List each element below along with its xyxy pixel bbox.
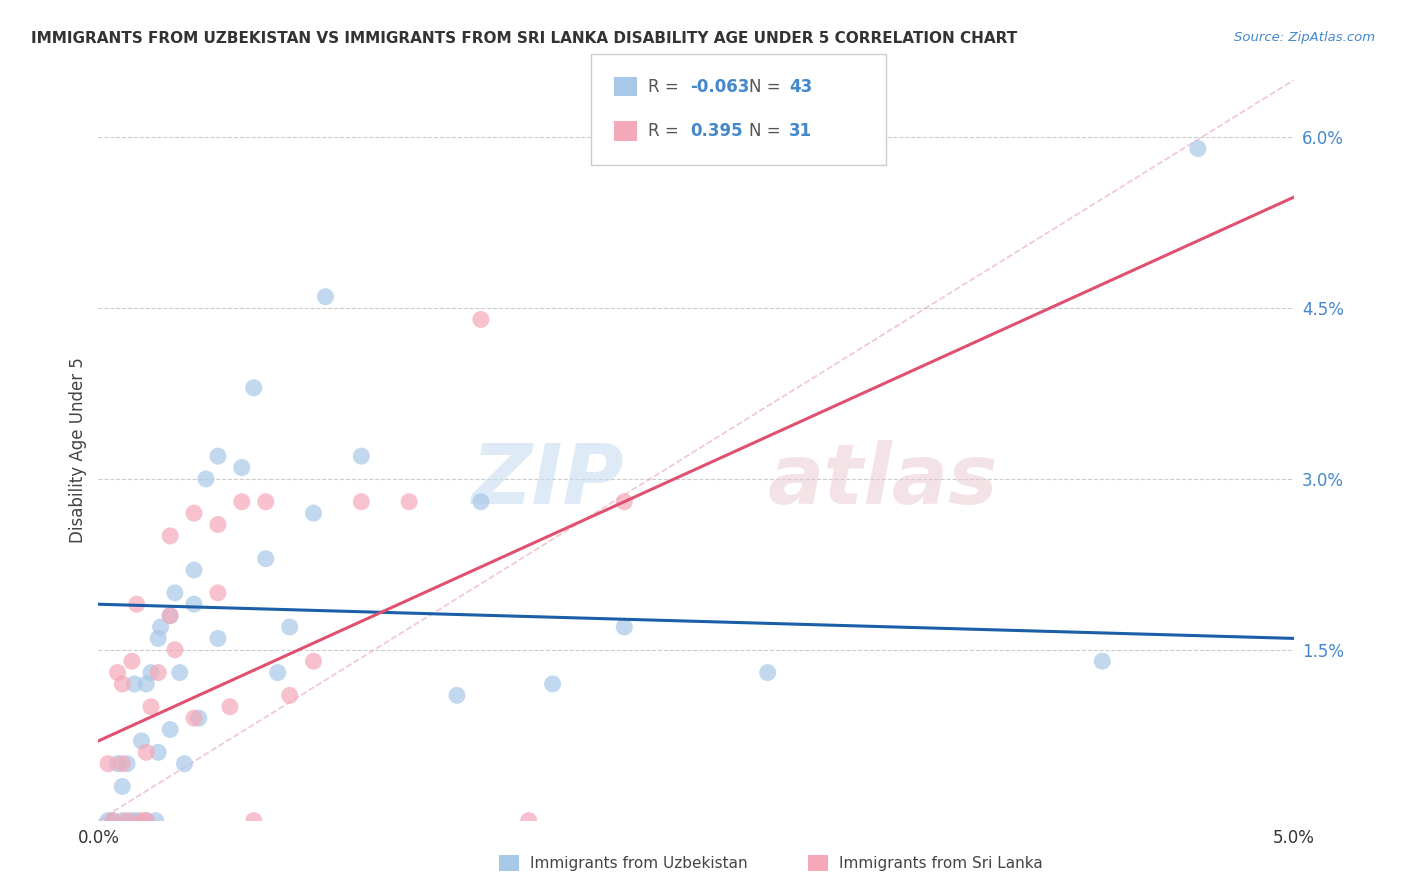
Point: [111, 756, 134, 771]
Point: [139, 699, 162, 714]
Point: [148, 632, 170, 646]
Point: [613, 494, 636, 508]
Point: [278, 620, 301, 634]
Point: [139, 665, 162, 680]
Point: [183, 506, 205, 520]
Point: [207, 586, 229, 600]
Point: [121, 654, 143, 668]
Point: [541, 677, 564, 691]
Point: [350, 494, 373, 508]
Point: [470, 494, 492, 508]
Point: [97, 756, 120, 771]
Point: [350, 449, 373, 463]
Point: [254, 551, 277, 566]
Point: [159, 529, 181, 543]
Text: N =: N =: [749, 78, 786, 95]
Point: [159, 608, 181, 623]
Point: [267, 665, 290, 680]
Point: [135, 814, 157, 828]
Point: [107, 756, 129, 771]
Point: [183, 711, 205, 725]
Point: [173, 756, 195, 771]
Text: Immigrants from Sri Lanka: Immigrants from Sri Lanka: [839, 856, 1043, 871]
Point: [115, 814, 138, 828]
Point: [207, 517, 229, 532]
Text: 43: 43: [789, 78, 813, 95]
Text: R =: R =: [648, 78, 685, 95]
Point: [125, 597, 148, 611]
Point: [207, 632, 229, 646]
Point: [121, 814, 143, 828]
Point: [517, 814, 540, 828]
Point: [243, 381, 266, 395]
Point: [315, 290, 337, 304]
Point: [111, 814, 134, 828]
Point: [111, 677, 134, 691]
Text: atlas: atlas: [768, 440, 998, 521]
Point: [231, 494, 253, 508]
Point: [125, 814, 148, 828]
Point: [446, 689, 468, 703]
Point: [278, 689, 301, 703]
Point: [231, 460, 253, 475]
Point: [101, 814, 124, 828]
Point: [159, 608, 181, 623]
Point: [135, 814, 157, 828]
Point: [207, 449, 229, 463]
Point: [613, 620, 636, 634]
Point: [163, 586, 186, 600]
Point: [107, 665, 129, 680]
Point: [756, 665, 779, 680]
Point: [145, 814, 167, 828]
Point: [183, 597, 205, 611]
Point: [148, 665, 170, 680]
Point: [243, 814, 266, 828]
Point: [302, 654, 325, 668]
Point: [124, 677, 146, 691]
Point: [97, 814, 120, 828]
Point: [398, 494, 420, 508]
Text: Immigrants from Uzbekistan: Immigrants from Uzbekistan: [530, 856, 748, 871]
Point: [115, 756, 138, 771]
Point: [163, 642, 186, 657]
Point: [131, 814, 153, 828]
Point: [187, 711, 209, 725]
Point: [111, 780, 134, 794]
Text: -0.063: -0.063: [690, 78, 749, 95]
Y-axis label: Disability Age Under 5: Disability Age Under 5: [69, 358, 87, 543]
Point: [1187, 142, 1209, 156]
Point: [135, 745, 157, 759]
Text: Source: ZipAtlas.com: Source: ZipAtlas.com: [1234, 31, 1375, 45]
Point: [1091, 654, 1114, 668]
Text: R =: R =: [648, 122, 685, 140]
Point: [470, 312, 492, 326]
Point: [135, 677, 157, 691]
Point: [254, 494, 277, 508]
Point: [183, 563, 205, 577]
Point: [219, 699, 242, 714]
Text: 0.395: 0.395: [690, 122, 742, 140]
Point: [195, 472, 218, 486]
Point: [131, 734, 153, 748]
Text: IMMIGRANTS FROM UZBEKISTAN VS IMMIGRANTS FROM SRI LANKA DISABILITY AGE UNDER 5 C: IMMIGRANTS FROM UZBEKISTAN VS IMMIGRANTS…: [31, 31, 1017, 46]
Text: ZIP: ZIP: [471, 440, 624, 521]
Point: [159, 723, 181, 737]
Point: [302, 506, 325, 520]
Point: [169, 665, 191, 680]
Point: [148, 745, 170, 759]
Text: 31: 31: [789, 122, 811, 140]
Text: N =: N =: [749, 122, 786, 140]
Point: [101, 814, 124, 828]
Point: [149, 620, 172, 634]
